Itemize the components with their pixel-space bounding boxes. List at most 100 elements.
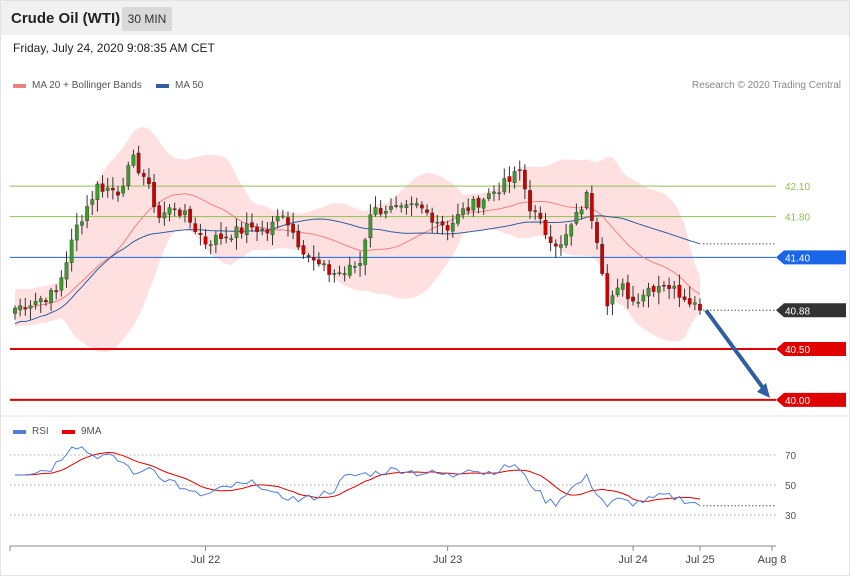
- candle-body: [167, 207, 172, 215]
- level-tag-41-40: [776, 250, 846, 265]
- forecast-arrow-head: [757, 382, 770, 398]
- candle-body: [559, 244, 563, 248]
- candle-body: [229, 238, 234, 240]
- candle-body: [476, 197, 481, 208]
- candle-body: [626, 282, 630, 300]
- level-tag-40-50: [776, 342, 846, 356]
- candle-body: [255, 226, 259, 232]
- level-label-41-40: 41.40: [785, 253, 810, 264]
- candle-body: [172, 208, 177, 210]
- candle-body: [80, 221, 84, 226]
- candle-body: [471, 198, 476, 211]
- candle-body: [322, 263, 326, 265]
- candle-body: [389, 206, 393, 210]
- x-tick-label: Jul 25: [685, 554, 714, 566]
- candle-body: [528, 190, 532, 212]
- candle-body: [363, 239, 368, 265]
- candle-body: [219, 233, 223, 240]
- candle-body: [13, 308, 17, 314]
- rsi-9ma-line: [14, 451, 701, 502]
- chart-header: Crude Oil (WTI) 30 MIN: [1, 1, 849, 35]
- candle-body: [641, 294, 646, 302]
- candle-body: [69, 239, 74, 263]
- candle-body: [147, 177, 151, 185]
- candle-body: [23, 307, 28, 310]
- candle-body: [564, 234, 568, 246]
- instrument-title: Crude Oil (WTI): [11, 10, 121, 27]
- candle-body: [378, 208, 383, 215]
- candle-body: [28, 305, 33, 309]
- candle-body: [682, 296, 687, 300]
- candle-body: [450, 222, 455, 232]
- candle-body: [569, 224, 574, 237]
- candle-body: [141, 173, 146, 177]
- candle-body: [316, 259, 321, 265]
- candle-body: [574, 211, 579, 224]
- legend-ma50-label: MA 50: [175, 80, 204, 91]
- candle-body: [667, 285, 671, 289]
- candle-body: [136, 152, 141, 174]
- candle-body: [399, 205, 404, 208]
- candle-body: [54, 290, 59, 293]
- candle-body: [332, 273, 337, 275]
- legend-ma20-label: MA 20 + Bollinger Bands: [32, 80, 142, 91]
- date-label: Friday, July 24, 2020 9:08:35 AM CET: [13, 41, 215, 55]
- candle-body: [414, 203, 419, 206]
- timeframe-badge[interactable]: 30 MIN: [122, 7, 172, 31]
- candle-body: [59, 277, 64, 291]
- candle-body: [692, 302, 697, 305]
- candle-body: [461, 208, 465, 215]
- candle-body: [260, 228, 265, 231]
- legend-ma20-bollinger: MA 20 + Bollinger Bands: [13, 80, 142, 91]
- candle-body: [584, 192, 589, 208]
- candle-body: [677, 284, 682, 298]
- ma50-line: [14, 215, 701, 325]
- candle-body: [404, 204, 409, 208]
- candle-body: [605, 273, 610, 307]
- candle-body: [420, 204, 424, 209]
- candle-body: [651, 286, 656, 292]
- candle-body: [533, 210, 538, 212]
- legend-9ma: 9MA: [62, 426, 102, 437]
- candle-body: [110, 187, 115, 191]
- bollinger-band-area: [15, 126, 700, 352]
- legend-ma50-swatch: [156, 83, 169, 88]
- candle-body: [595, 222, 599, 243]
- rsi-line: [14, 446, 701, 508]
- candle-body: [18, 305, 23, 311]
- candle-body: [95, 183, 100, 200]
- candle-body: [301, 245, 306, 255]
- candle-body: [265, 229, 270, 234]
- candle-body: [244, 223, 249, 235]
- candle-body: [234, 226, 239, 239]
- candle-body: [90, 199, 95, 205]
- copyright-text: Research © 2020 Trading Central: [691, 80, 841, 91]
- candle-body: [481, 199, 486, 209]
- candle-body: [620, 283, 625, 290]
- candle-body: [306, 255, 311, 257]
- candle-body: [116, 191, 120, 196]
- candle-body: [672, 285, 677, 289]
- level-label-42-10: 42.10: [785, 182, 810, 193]
- candle-body: [517, 169, 522, 171]
- candle-body: [440, 221, 445, 226]
- rsi-tick-label-30: 30: [785, 511, 797, 522]
- candle-body: [656, 286, 661, 293]
- candle-body: [353, 266, 357, 268]
- candle-body: [342, 273, 347, 275]
- x-tick-label: Jul 22: [191, 554, 220, 566]
- candle-body: [105, 187, 110, 191]
- level-tag-40-88: [776, 303, 846, 318]
- candle-body: [456, 214, 460, 224]
- candle-body: [548, 236, 553, 244]
- x-tick-label: Jul 23: [433, 554, 462, 566]
- candle-body: [445, 225, 450, 231]
- legend-ma50: MA 50: [156, 80, 203, 91]
- candle-body: [44, 300, 48, 303]
- candle-body: [213, 235, 218, 245]
- candle-body: [425, 209, 429, 213]
- candle-body: [152, 182, 156, 208]
- candle-body: [636, 302, 641, 304]
- candle-body: [579, 209, 584, 215]
- candle-body: [466, 207, 471, 212]
